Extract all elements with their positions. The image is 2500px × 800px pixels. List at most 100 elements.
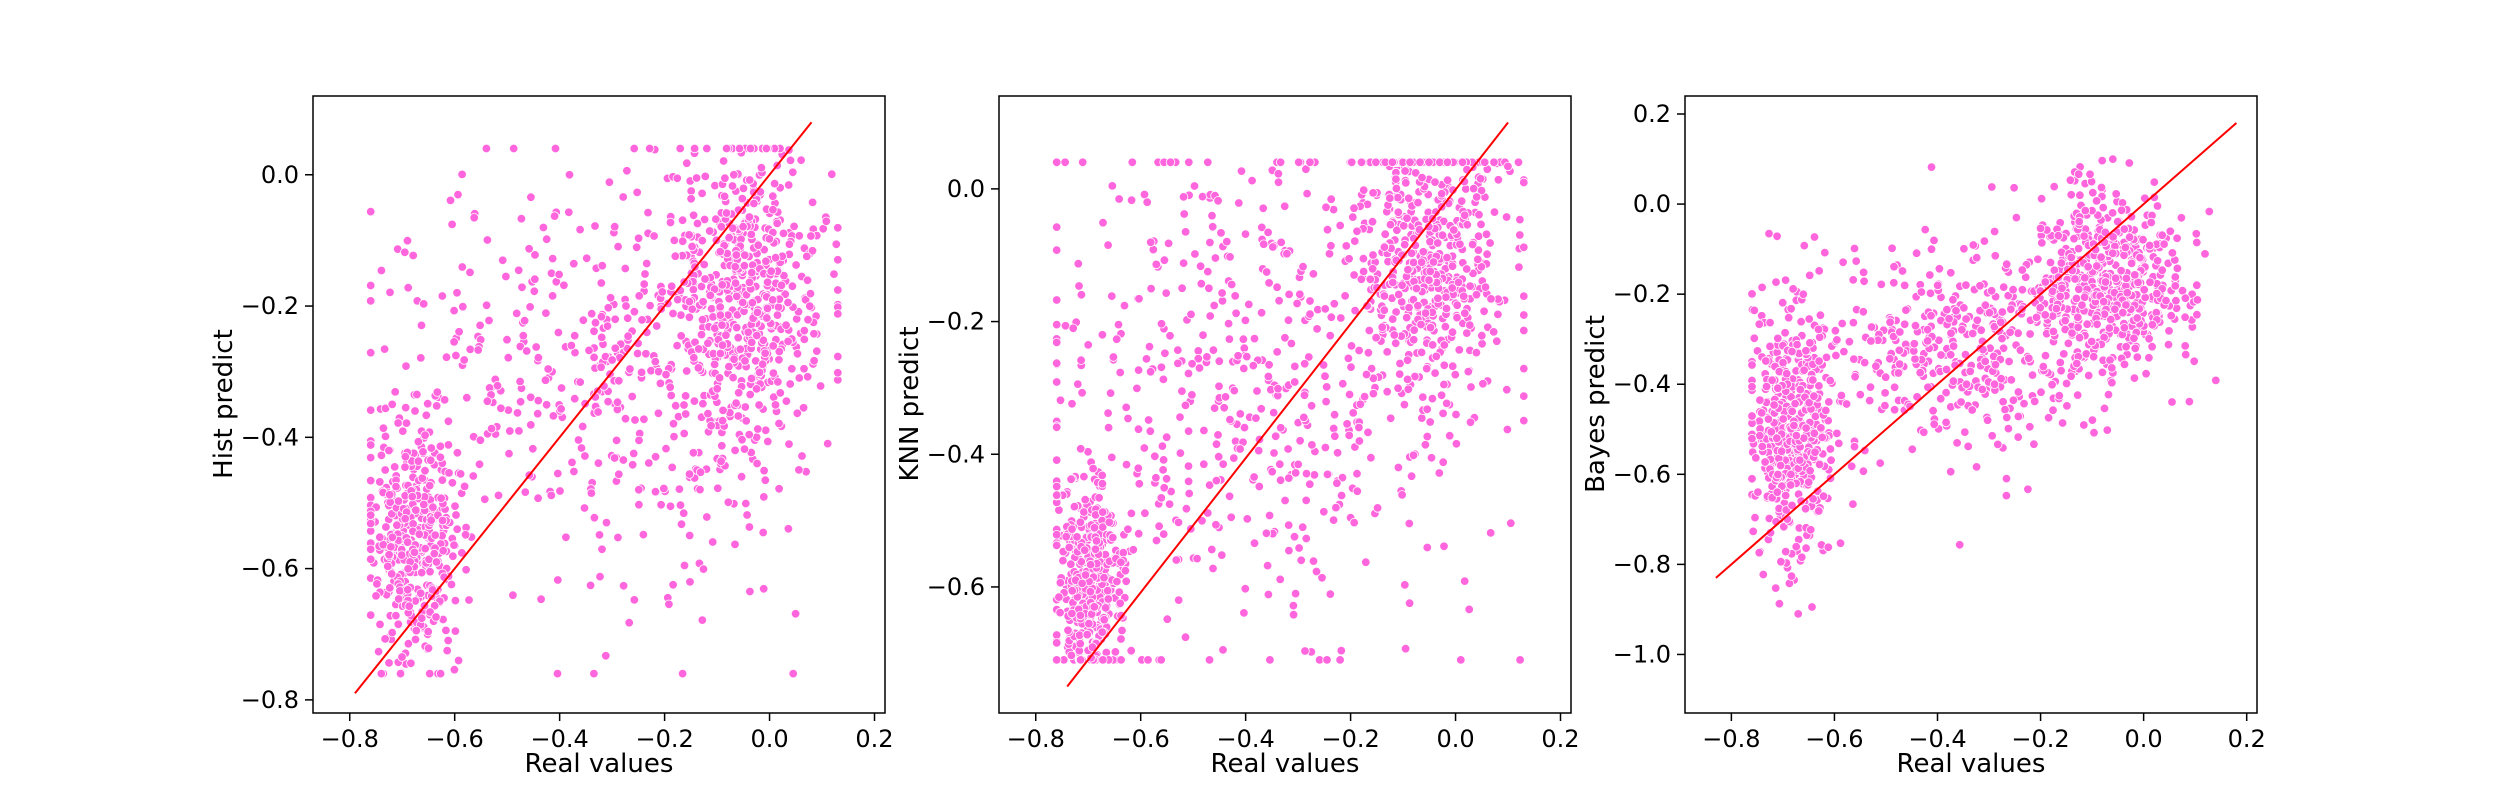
hist-point-1079 <box>650 452 661 462</box>
knn-point-1212 <box>1397 490 1407 500</box>
hist-point-418 <box>425 668 435 679</box>
hist-point-764 <box>815 381 826 391</box>
knn-point-1331 <box>1367 264 1378 274</box>
bayes-point-254 <box>1804 270 1815 281</box>
hist-point-230 <box>387 569 397 579</box>
knn-point-1230 <box>1075 444 1086 454</box>
knn-point-1105 <box>1349 203 1359 213</box>
knn-point-1173 <box>1289 532 1300 542</box>
knn-point-607 <box>1408 335 1419 345</box>
knn-point-708 <box>1358 253 1369 264</box>
hist-point-1066 <box>530 250 540 260</box>
bayes-point-457 <box>1757 282 1767 293</box>
knn-point-976 <box>1163 238 1174 249</box>
bayes-point-1353 <box>2033 254 2043 264</box>
hist-point-1139 <box>833 285 843 295</box>
hist-point-1207 <box>403 283 413 293</box>
bayes-point-1239 <box>2062 401 2072 411</box>
bayes-point-1421 <box>1844 337 1855 347</box>
hist-point-1364 <box>636 367 647 378</box>
hist-point-395 <box>435 668 446 679</box>
hist-point-925 <box>714 373 725 383</box>
knn-point-1343 <box>1218 459 1228 469</box>
knn-point-991 <box>1352 486 1363 496</box>
knn-point-998 <box>1329 299 1340 309</box>
bayes-point-946 <box>2132 313 2142 323</box>
knn-point-1378 <box>1344 389 1355 400</box>
knn-point-1093 <box>1141 354 1152 364</box>
hist-point-843 <box>744 429 754 440</box>
hist-point-1227 <box>772 218 782 229</box>
bayes-point-894 <box>2157 230 2167 240</box>
hist-point-324 <box>394 594 404 604</box>
hist-point-240 <box>375 477 385 487</box>
hist-point-1333 <box>451 350 461 361</box>
knn-point-484 <box>1489 157 1499 168</box>
hist-point-1046 <box>595 571 605 582</box>
knn-point-315 <box>1055 607 1065 618</box>
bayes-point-1306 <box>2003 423 2014 434</box>
knn-point-1080 <box>1051 319 1062 330</box>
knn-point-1314 <box>1273 177 1284 188</box>
hist-point-1129 <box>676 331 686 341</box>
knn-point-1235 <box>1336 490 1347 501</box>
knn-point-709 <box>1493 309 1503 320</box>
bayes-point-695 <box>2166 311 2176 321</box>
hist-point-22 <box>380 431 391 442</box>
knn-point-270 <box>1069 501 1080 512</box>
hist-point-1321 <box>469 212 479 223</box>
bayes-point-1140 <box>1808 375 1818 385</box>
bayes-point-851 <box>2152 256 2163 266</box>
bayes-point-1213 <box>1961 314 1971 324</box>
hist-point-948 <box>445 195 456 206</box>
bayes-point-1335 <box>1957 325 1967 335</box>
hist-point-1409 <box>437 291 448 301</box>
hist-point-384 <box>403 564 413 574</box>
hist-point-982 <box>540 375 551 385</box>
knn-point-769 <box>1473 254 1483 265</box>
hist-point-356 <box>425 480 435 491</box>
knn-point-965 <box>1301 495 1311 506</box>
bayes-point-1394 <box>1887 243 1897 254</box>
hist-point-1018 <box>603 303 614 313</box>
hist-point-1137 <box>578 421 588 432</box>
hist-point-994 <box>740 356 750 366</box>
bayes-point-1208 <box>1865 382 1876 392</box>
hist-point-1037 <box>614 376 624 386</box>
bayes-x-tick-label: −0.6 <box>1805 725 1863 753</box>
hist-point-1314 <box>661 443 671 454</box>
bayes-point-1181 <box>2057 418 2068 428</box>
hist-point-168 <box>401 402 411 413</box>
bayes-point-988 <box>2092 319 2102 330</box>
hist-point-380 <box>397 652 407 662</box>
knn-point-296 <box>1097 627 1107 637</box>
knn-point-1144 <box>1293 459 1303 470</box>
knn-point-859 <box>1413 197 1423 208</box>
hist-point-329 <box>419 499 429 510</box>
knn-point-615 <box>1479 306 1489 317</box>
hist-point-1208 <box>518 331 529 341</box>
knn-point-112 <box>1116 634 1126 644</box>
bayes-point-420 <box>1787 406 1797 417</box>
hist-point-720 <box>689 396 700 406</box>
bayes-y-tick-label: 0.0 <box>1633 190 1671 218</box>
knn-point-689 <box>1460 308 1470 318</box>
hist-x-tick-label: 0.0 <box>750 725 788 753</box>
knn-point-284 <box>1055 578 1066 588</box>
bayes-point-819 <box>1989 226 2000 237</box>
hist-point-1008 <box>419 299 429 309</box>
knn-point-996 <box>1371 333 1381 343</box>
bayes-point-1314 <box>1899 319 1910 330</box>
knn-point-804 <box>1455 239 1465 250</box>
hist-point-505 <box>803 372 813 382</box>
knn-point-821 <box>1442 175 1453 185</box>
knn-point-1353 <box>1295 289 1305 300</box>
knn-point-219 <box>1079 507 1089 517</box>
hist-point-313 <box>381 522 391 532</box>
knn-point-1090 <box>1197 191 1208 202</box>
bayes-point-1321 <box>2024 353 2034 364</box>
knn-point-1154 <box>1377 322 1387 332</box>
knn-point-861 <box>1402 355 1413 365</box>
bayes-point-392 <box>1756 408 1767 418</box>
knn-point-337 <box>1072 532 1082 542</box>
